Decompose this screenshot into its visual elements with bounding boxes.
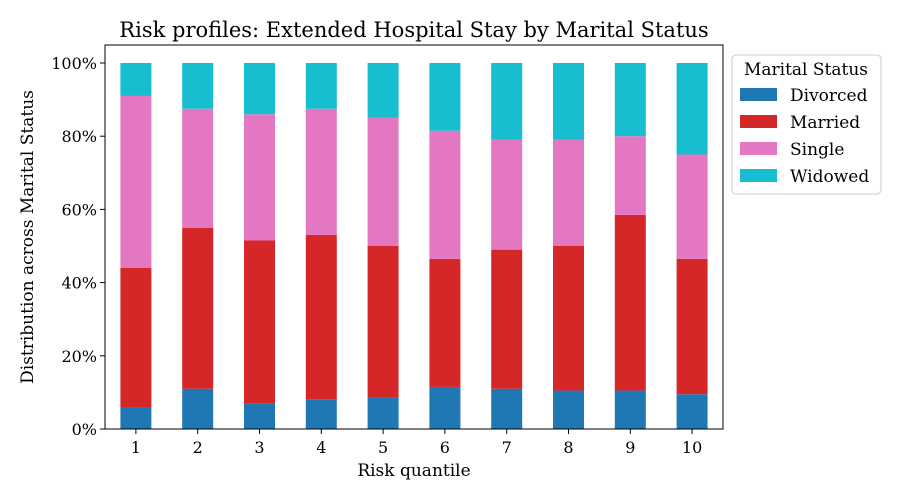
bar-single-9 bbox=[614, 136, 646, 215]
legend-swatch-single bbox=[740, 142, 777, 155]
bar-single-2 bbox=[182, 108, 214, 228]
bar-single-4 bbox=[305, 108, 337, 236]
bar-married-7 bbox=[491, 249, 523, 389]
legend-label-married: Married bbox=[790, 113, 860, 133]
bar-divorced-7 bbox=[491, 388, 523, 429]
y-tick-label: 80% bbox=[61, 127, 97, 146]
legend-label-widowed: Widowed bbox=[790, 167, 869, 187]
x-tick-label: 3 bbox=[254, 438, 264, 457]
bar-divorced-3 bbox=[244, 403, 275, 429]
bar-single-1 bbox=[120, 95, 152, 268]
bar-divorced-5 bbox=[367, 397, 399, 429]
bar-married-9 bbox=[614, 214, 646, 391]
bar-divorced-8 bbox=[553, 390, 584, 429]
bar-single-5 bbox=[367, 117, 399, 247]
bar-widowed-10 bbox=[676, 63, 708, 155]
bar-single-3 bbox=[244, 114, 275, 241]
bar-single-8 bbox=[553, 139, 584, 246]
x-tick-label: 4 bbox=[316, 438, 326, 457]
bar-single-7 bbox=[491, 139, 523, 250]
bar-widowed-2 bbox=[182, 63, 214, 109]
x-tick-label: 1 bbox=[131, 438, 141, 457]
bar-divorced-4 bbox=[305, 399, 337, 429]
plot-frame bbox=[104, 44, 724, 430]
x-tick-label: 6 bbox=[440, 438, 450, 457]
legend-label-divorced: Divorced bbox=[790, 86, 868, 106]
bar-widowed-7 bbox=[491, 63, 523, 140]
bar-widowed-9 bbox=[614, 63, 646, 137]
y-axis: 0% 20% 40% 60% 80% 100% bbox=[51, 54, 105, 439]
legend: Marital Status Divorced Married Single Wido… bbox=[731, 54, 882, 195]
y-tick-label: 0% bbox=[72, 420, 97, 439]
bar-widowed-3 bbox=[244, 63, 275, 115]
bars bbox=[120, 63, 708, 429]
bar-divorced-1 bbox=[120, 407, 152, 429]
bar-married-4 bbox=[305, 235, 337, 400]
bar-single-10 bbox=[676, 154, 708, 259]
bar-divorced-10 bbox=[676, 394, 708, 429]
x-tick-label: 7 bbox=[502, 438, 512, 457]
x-axis-label: Risk quantile bbox=[357, 461, 470, 481]
bar-married-1 bbox=[120, 267, 152, 408]
legend-title: Marital Status bbox=[744, 60, 868, 80]
chart-title: Risk profiles: Extended Hospital Stay by… bbox=[119, 18, 708, 42]
bar-widowed-1 bbox=[120, 63, 152, 96]
bar-married-10 bbox=[676, 258, 708, 395]
bar-married-3 bbox=[244, 240, 275, 404]
x-tick-label: 5 bbox=[378, 438, 388, 457]
x-axis: 1 2 3 4 5 6 7 8 9 10 bbox=[131, 429, 702, 457]
y-tick-label: 60% bbox=[61, 200, 97, 219]
bar-married-6 bbox=[429, 258, 461, 387]
bar-married-8 bbox=[553, 246, 584, 391]
legend-label-single: Single bbox=[790, 140, 844, 160]
legend-swatch-married bbox=[740, 115, 777, 128]
y-axis-label: Distribution across Marital Status bbox=[18, 90, 38, 384]
legend-swatch-divorced bbox=[740, 88, 777, 101]
bar-married-2 bbox=[182, 227, 214, 389]
legend-swatch-widowed bbox=[740, 169, 777, 182]
bar-widowed-4 bbox=[305, 63, 337, 109]
bar-widowed-5 bbox=[367, 63, 399, 118]
bar-widowed-6 bbox=[429, 63, 461, 131]
x-tick-label: 10 bbox=[682, 438, 702, 457]
bar-married-5 bbox=[367, 246, 399, 398]
y-tick-label: 40% bbox=[61, 274, 97, 293]
bar-divorced-9 bbox=[614, 390, 646, 429]
x-tick-label: 9 bbox=[625, 438, 635, 457]
x-tick-label: 8 bbox=[563, 438, 573, 457]
bar-divorced-6 bbox=[429, 386, 461, 429]
bar-widowed-8 bbox=[553, 63, 584, 140]
x-tick-label: 2 bbox=[193, 438, 203, 457]
bar-single-6 bbox=[429, 130, 461, 259]
bar-divorced-2 bbox=[182, 388, 214, 429]
y-tick-label: 100% bbox=[51, 54, 97, 73]
y-tick-label: 20% bbox=[61, 347, 97, 366]
